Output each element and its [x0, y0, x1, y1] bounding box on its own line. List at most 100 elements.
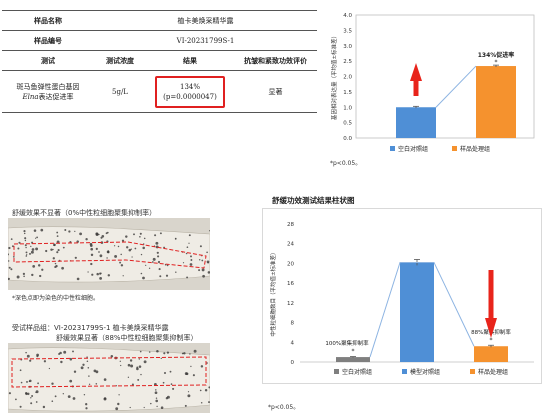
neutrophil-dot [8, 246, 11, 250]
neutrophil-dot [120, 264, 124, 267]
neutrophil-dot [129, 359, 133, 362]
evaluation-cell: 显著 [234, 70, 317, 113]
fish-top-caption: 舒缓效果不显著（0%中性粒细胞聚集抑制率） [12, 209, 157, 217]
neutrophil-dot [25, 351, 27, 354]
neutrophil-dot [103, 397, 107, 401]
neutrophil-dot [31, 273, 34, 277]
neutrophil-dot [121, 239, 125, 242]
neutrophil-dot [29, 359, 32, 362]
neutrophil-dot [72, 350, 74, 353]
sample-name-value: 植卡美焕采精华露 [94, 10, 317, 31]
sample-no-value: VI-20231799S-1 [94, 30, 317, 51]
neutrophil-dot [115, 407, 119, 411]
neutrophil-dot [11, 245, 14, 248]
neutrophil-dot [160, 357, 162, 360]
neutrophil-dot [90, 262, 93, 266]
neutrophil-dot [95, 247, 98, 250]
neutrophil-dot [19, 369, 22, 372]
neutrophil-dot [82, 363, 85, 366]
chart1-svg: 0.0 0.5 1.0 1.5 2.0 2.5 3.0 3.5 4.0 基因相对表达量（平均值±标… [330, 13, 535, 153]
neutrophil-dot [131, 256, 133, 258]
neutrophil-dot [155, 389, 157, 391]
fish-bottom-drawing [8, 343, 210, 413]
neutrophil-dot [74, 230, 76, 233]
chart2-ytick-label: 20 [287, 261, 294, 267]
neutrophil-dot [26, 254, 28, 256]
neutrophil-dot [182, 262, 185, 264]
neutrophil-dot [12, 255, 15, 258]
header-evaluation: 抗皱和紧致功效评价 [234, 50, 317, 71]
neutrophil-dot [201, 259, 204, 262]
chart1-legend-label: 样品处理组 [460, 145, 490, 153]
chart2-legend-swatch [470, 369, 475, 374]
fish-red-dashed-region [11, 356, 207, 388]
chart2-connector-line [369, 261, 475, 358]
chart1-ytick-label: 1.5 [343, 90, 352, 96]
neutrophil-dot [154, 391, 158, 395]
neutrophil-dot [26, 354, 30, 358]
chart2-down-arrow-icon [485, 270, 497, 338]
neutrophil-dot [148, 267, 151, 269]
neutrophil-dot [90, 247, 94, 251]
neutrophil-dot [61, 266, 64, 270]
fish-top-drawing [8, 218, 210, 290]
neutrophil-dot [140, 253, 143, 256]
neutrophil-dot [126, 246, 129, 249]
neutrophil-dot [8, 260, 10, 262]
neutrophil-dot [143, 360, 147, 364]
neutrophil-dot [139, 232, 142, 235]
neutrophil-dot [86, 360, 89, 363]
neutrophil-dot [155, 397, 158, 399]
chart2-bar-blank [336, 357, 370, 362]
neutrophil-dot [117, 245, 120, 248]
neutrophil-dot [142, 246, 145, 250]
neutrophil-dot [106, 257, 108, 259]
chart1-bar-sample [476, 66, 516, 138]
neutrophil-dot [131, 383, 134, 386]
chart1-legend-swatch [390, 146, 395, 151]
chart1-ytick-label: 2.5 [343, 59, 352, 65]
neutrophil-dot [122, 275, 124, 277]
neutrophil-dot [59, 351, 62, 355]
neutrophil-dot [133, 233, 135, 236]
neutrophil-dot [56, 235, 59, 237]
neutrophil-dot [99, 254, 103, 258]
chart2-legend-label: 模型对照组 [410, 368, 440, 376]
neutrophil-dot [202, 274, 205, 278]
neutrophil-dot [206, 362, 208, 364]
neutrophil-dot [138, 358, 140, 360]
results-table: 样品名称 植卡美焕采精华露 样品编号 VI-20231799S-1 测试 测试浓… [2, 10, 317, 113]
result-highlight-box: 134% (p=0.0000047) [155, 75, 225, 108]
header-result: 结果 [146, 50, 234, 71]
neutrophil-dot [145, 264, 147, 267]
neutrophil-dot [127, 376, 130, 378]
header-test: 测试 [2, 50, 94, 71]
neutrophil-dot [119, 261, 122, 264]
neutrophil-dot [134, 247, 137, 250]
neutrophil-dot [130, 248, 132, 250]
neutrophil-dot [42, 405, 46, 409]
neutrophil-dot [56, 251, 59, 254]
neutrophil-dot [63, 350, 67, 354]
fish-body [8, 347, 210, 412]
neutrophil-dot [160, 406, 164, 409]
neutrophil-dot [31, 395, 34, 397]
neutrophil-dot [119, 360, 121, 362]
chart1-plot-border [355, 14, 535, 139]
neutrophil-dot [115, 385, 118, 387]
chart1-ytick-label: 2.0 [343, 75, 352, 81]
neutrophil-dot [162, 381, 165, 384]
neutrophil-dot [36, 236, 38, 239]
neutrophil-dot [110, 355, 114, 358]
result-cell: 134% (p=0.0000047) [146, 70, 234, 113]
chart1-footnote: *p<0.05。 [330, 160, 362, 167]
neutrophil-dot [52, 248, 54, 251]
chart1-annotation-star: * [495, 59, 498, 66]
neutrophil-dot [166, 264, 169, 267]
neutrophil-dot [53, 244, 56, 247]
neutrophil-dot [206, 251, 208, 254]
neutrophil-dot [143, 406, 145, 409]
test-gene: Elna [22, 92, 39, 101]
neutrophil-dot [114, 254, 118, 258]
neutrophil-dot [163, 371, 167, 375]
